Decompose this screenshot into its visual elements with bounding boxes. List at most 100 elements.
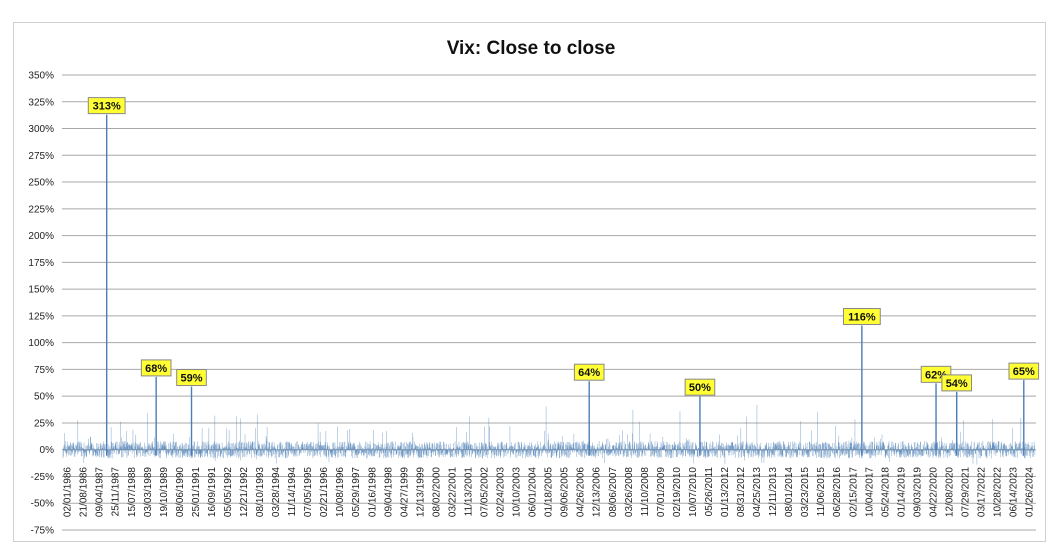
- x-tick-label: 04/22/2020: [928, 467, 939, 517]
- x-tick-label: 11/06/2015: [816, 467, 827, 517]
- x-tick-label: 25/11/1987: [111, 467, 122, 517]
- x-tick-label: 09/04/1998: [383, 467, 394, 517]
- x-tick-label: 07/05/1995: [303, 467, 314, 517]
- x-tick-label: 06/28/2016: [832, 467, 843, 517]
- x-tick-label: 04/27/1999: [399, 467, 410, 517]
- annotation-label: 313%: [93, 101, 121, 113]
- y-tick-label: -75%: [31, 526, 54, 537]
- x-tick-label: 07/01/2009: [656, 467, 667, 517]
- data-series: [62, 404, 1036, 465]
- annotation-box: [941, 374, 973, 392]
- y-tick-label: 350%: [28, 71, 54, 82]
- x-tick-label: 10/10/2003: [512, 467, 523, 517]
- x-tick-label: 05/05/1992: [223, 467, 234, 517]
- y-tick-label: 225%: [28, 204, 54, 215]
- x-tick-label: 11/13/2001: [463, 467, 474, 517]
- x-tick-label: 05/26/2011: [704, 467, 715, 517]
- x-tick-label: 06/01/2004: [528, 467, 539, 517]
- x-tick-label: 19/10/1989: [159, 467, 170, 517]
- x-tick-label: 03/26/2008: [624, 467, 635, 517]
- x-tick-label: 10/08/1996: [335, 467, 346, 517]
- x-tick-label: 10/28/2022: [993, 467, 1004, 517]
- x-tick-label: 03/17/2022: [977, 467, 988, 517]
- x-tick-label: 07/29/2021: [961, 467, 972, 517]
- x-tick-label: 12/13/1999: [415, 467, 426, 517]
- annotation-box: [842, 308, 881, 326]
- x-tick-label: 04/26/2006: [576, 467, 587, 517]
- annotation-label: 50%: [689, 382, 711, 394]
- x-tick-label: 08/01/2014: [784, 467, 795, 517]
- y-tick-label: 125%: [28, 311, 54, 322]
- y-tick-label: 75%: [34, 365, 54, 376]
- x-tick-label: 02/21/1996: [319, 467, 330, 517]
- y-tick-label: -50%: [31, 499, 54, 510]
- y-tick-label: 200%: [28, 231, 54, 242]
- x-tick-label: 09/04/1987: [95, 467, 106, 517]
- x-tick-label: 21/08/1986: [79, 467, 90, 517]
- x-tick-label: 02/19/2010: [672, 467, 683, 517]
- x-tick-label: 03/22/2001: [447, 467, 458, 517]
- annotation-box: [1008, 362, 1040, 380]
- x-tick-label: 15/07/1988: [127, 467, 138, 517]
- x-tick-label: 03/03/1989: [143, 467, 154, 517]
- annotation-box: [140, 359, 172, 377]
- y-tick-label: 150%: [28, 285, 54, 296]
- x-tick-label: 08/10/1993: [255, 467, 266, 517]
- y-tick-label: 100%: [28, 338, 54, 349]
- x-tick-label: 25/01/1991: [191, 467, 202, 517]
- annotation-box: [573, 363, 605, 381]
- x-tick-label: 02/15/2017: [848, 467, 859, 517]
- x-tick-label: 12/08/2020: [944, 467, 955, 517]
- x-tick-label: 16/09/1991: [207, 467, 218, 517]
- x-tick-label: 01/26/2024: [1025, 467, 1036, 517]
- x-tick-label: 10/07/2010: [688, 467, 699, 517]
- x-tick-label: 05/24/2018: [880, 467, 891, 517]
- x-tick-label: 06/14/2023: [1009, 467, 1020, 517]
- x-tick-label: 07/05/2002: [480, 467, 491, 517]
- annotation-label: 116%: [848, 312, 876, 324]
- y-tick-label: 250%: [28, 178, 54, 189]
- y-tick-label: 175%: [28, 258, 54, 269]
- series-noise: [62, 404, 1036, 465]
- y-tick-label: -25%: [31, 472, 54, 483]
- x-tick-label: 12/13/2006: [592, 467, 603, 517]
- annotation-label: 68%: [145, 363, 167, 375]
- annotation-box: [684, 378, 716, 396]
- y-tick-label: 275%: [28, 151, 54, 162]
- chart-title: Vix: Close to close: [447, 38, 616, 59]
- y-tick-label: 0%: [40, 445, 55, 456]
- y-tick-label: 50%: [34, 392, 54, 403]
- x-tick-label: 09/03/2019: [912, 467, 923, 517]
- x-axis: 02/01/1986 21/08/1986 09/04/1987 25/11/1987…: [63, 467, 1036, 517]
- x-tick-label: 04/25/2013: [752, 467, 763, 517]
- annotation-label: 64%: [578, 367, 600, 379]
- annotation-label: 65%: [1013, 366, 1035, 378]
- annotation-label: 59%: [180, 373, 202, 385]
- annotation-box: [87, 97, 126, 115]
- x-tick-label: 02/01/1986: [63, 467, 74, 517]
- x-tick-label: 03/23/2015: [800, 467, 811, 517]
- x-tick-label: 05/29/1997: [351, 467, 362, 517]
- x-tick-label: 09/06/2005: [560, 467, 571, 517]
- x-tick-label: 08/06/2007: [608, 467, 619, 517]
- y-tick-label: 25%: [34, 418, 54, 429]
- x-tick-label: 01/14/2019: [896, 467, 907, 517]
- annotation-label: 54%: [946, 378, 968, 390]
- y-axis: 350% 325% 300% 275% 250% 225% 200% 175% 150% 125%…: [28, 71, 54, 537]
- x-tick-label: 01/18/2005: [544, 467, 555, 517]
- x-tick-label: 12/11/2013: [768, 467, 779, 517]
- x-tick-label: 02/24/2003: [496, 467, 507, 517]
- x-tick-label: 08/31/2012: [736, 467, 747, 517]
- y-tick-label: 325%: [28, 97, 54, 108]
- annotation-box: [176, 369, 207, 387]
- x-tick-label: 08/06/1990: [175, 467, 186, 517]
- x-tick-label: 01/13/2012: [720, 467, 731, 517]
- y-tick-label: 300%: [28, 124, 54, 135]
- x-tick-label: 11/14/1994: [287, 467, 298, 517]
- annotations: 313%68%59% 64%50%116%62%54%65%: [87, 97, 1040, 456]
- x-tick-label: 12/21/1992: [239, 467, 250, 517]
- x-tick-label: 08/02/2000: [431, 467, 442, 517]
- grid-lines: [62, 74, 1036, 531]
- x-tick-label: 11/10/2008: [640, 467, 651, 517]
